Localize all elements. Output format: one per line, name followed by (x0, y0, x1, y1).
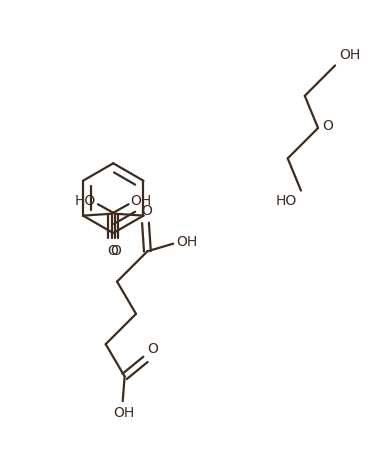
Text: O: O (107, 244, 118, 258)
Text: OH: OH (113, 406, 134, 420)
Text: HO: HO (276, 194, 297, 208)
Text: O: O (110, 244, 121, 258)
Text: O: O (147, 342, 158, 357)
Text: OH: OH (176, 235, 197, 249)
Text: O: O (322, 119, 333, 133)
Text: O: O (141, 204, 152, 218)
Text: OH: OH (130, 194, 152, 208)
Text: HO: HO (75, 194, 96, 208)
Text: OH: OH (339, 49, 360, 62)
